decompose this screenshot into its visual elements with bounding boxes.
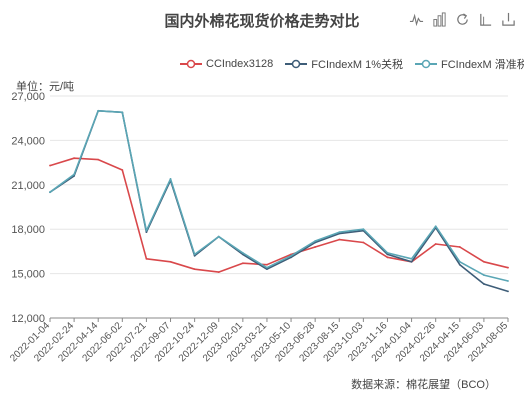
data-point-fc1 bbox=[410, 260, 413, 263]
data-point-fc2 bbox=[169, 177, 172, 180]
data-point-fc1 bbox=[482, 283, 485, 285]
data-point-cc bbox=[73, 157, 76, 160]
data-point-cc bbox=[169, 260, 172, 263]
data-point-cc bbox=[193, 268, 196, 271]
data-point-cc bbox=[458, 246, 461, 248]
data-point-cc bbox=[266, 263, 268, 266]
data-point-cc bbox=[145, 257, 148, 260]
data-point-fc2 bbox=[241, 251, 244, 254]
save-image-icon[interactable] bbox=[501, 12, 516, 32]
y-tick-label: 18,000 bbox=[11, 224, 45, 236]
data-point-fc1 bbox=[266, 268, 268, 271]
bar-chart-icon[interactable] bbox=[432, 12, 447, 32]
chart-title: 国内外棉花现货价格走势对比 bbox=[164, 13, 360, 30]
chart-toolbox bbox=[409, 12, 516, 32]
data-point-fc1 bbox=[507, 290, 509, 293]
y-axis-unit-label: 单位：元/吨 bbox=[16, 81, 75, 93]
data-point-fc1 bbox=[458, 263, 461, 266]
y-tick-label: 12,000 bbox=[11, 313, 45, 325]
line-chart-icon[interactable] bbox=[409, 12, 424, 32]
data-point-cc bbox=[97, 158, 100, 161]
data-point-fc2 bbox=[362, 228, 365, 231]
data-point-cc bbox=[434, 243, 437, 245]
data-point-fc2 bbox=[217, 235, 220, 238]
legend-swatch-fc1 bbox=[285, 59, 308, 69]
legend-item-fc1[interactable]: FCIndexM 1%关税 bbox=[285, 56, 403, 72]
data-point-cc bbox=[338, 238, 341, 241]
data-point-fc2 bbox=[386, 251, 389, 254]
data-point-fc2 bbox=[410, 257, 413, 260]
legend-swatch-cc bbox=[180, 59, 202, 69]
data-point-cc bbox=[482, 260, 485, 263]
legend-swatch-fc2 bbox=[414, 59, 437, 69]
legend-item-fc2[interactable]: FCIndexM 滑准税 bbox=[414, 56, 524, 72]
data-point-fc2 bbox=[482, 274, 485, 276]
data-point-cc bbox=[49, 164, 51, 167]
data-point-fc1 bbox=[193, 254, 196, 257]
data-point-cc bbox=[386, 256, 389, 259]
data-point-fc2 bbox=[507, 280, 509, 282]
data-point-fc2 bbox=[73, 173, 76, 176]
series-line-cc bbox=[49, 157, 509, 273]
series-line-fc2 bbox=[49, 110, 509, 282]
chart-legend: CCIndex3128 FCIndexM 1%关税 FCIndexM 滑准税 bbox=[180, 56, 524, 72]
data-point-fc1 bbox=[145, 231, 148, 234]
data-point-fc2 bbox=[49, 191, 51, 194]
data-point-fc2 bbox=[290, 254, 292, 257]
data-point-fc2 bbox=[193, 253, 196, 256]
data-point-cc bbox=[217, 271, 220, 274]
data-point-fc2 bbox=[314, 240, 317, 242]
legend-item-cc[interactable]: CCIndex3128 bbox=[180, 56, 273, 72]
data-point-fc2 bbox=[145, 229, 148, 232]
y-tick-label: 15,000 bbox=[11, 269, 45, 281]
data-point-fc1 bbox=[386, 253, 389, 256]
y-tick-label: 21,000 bbox=[11, 180, 45, 192]
data-point-cc bbox=[241, 262, 244, 265]
series-line-fc1 bbox=[49, 110, 509, 293]
data-point-cc bbox=[507, 266, 509, 269]
data-point-fc2 bbox=[338, 231, 341, 234]
restore-icon[interactable] bbox=[455, 12, 470, 32]
y-tick-label: 24,000 bbox=[11, 135, 45, 147]
data-point-fc2 bbox=[97, 109, 100, 112]
y-tick-label: 27,000 bbox=[11, 91, 45, 103]
legend-label-fc2: FCIndexM 滑准税 bbox=[440, 59, 524, 71]
legend-label-cc: CCIndex3128 bbox=[206, 58, 274, 70]
source-label: 数据来源：棉花展望（BCO） bbox=[351, 379, 496, 391]
data-point-fc2 bbox=[121, 111, 124, 114]
data-point-fc2 bbox=[266, 266, 268, 269]
data-point-cc bbox=[362, 241, 365, 244]
data-point-fc2 bbox=[434, 225, 437, 228]
data-point-fc2 bbox=[458, 260, 461, 263]
data-point-cc bbox=[314, 246, 317, 248]
tiled-icon[interactable] bbox=[478, 12, 493, 32]
data-point-cc bbox=[121, 169, 124, 171]
legend-label-fc1: FCIndexM 1%关税 bbox=[311, 59, 403, 71]
